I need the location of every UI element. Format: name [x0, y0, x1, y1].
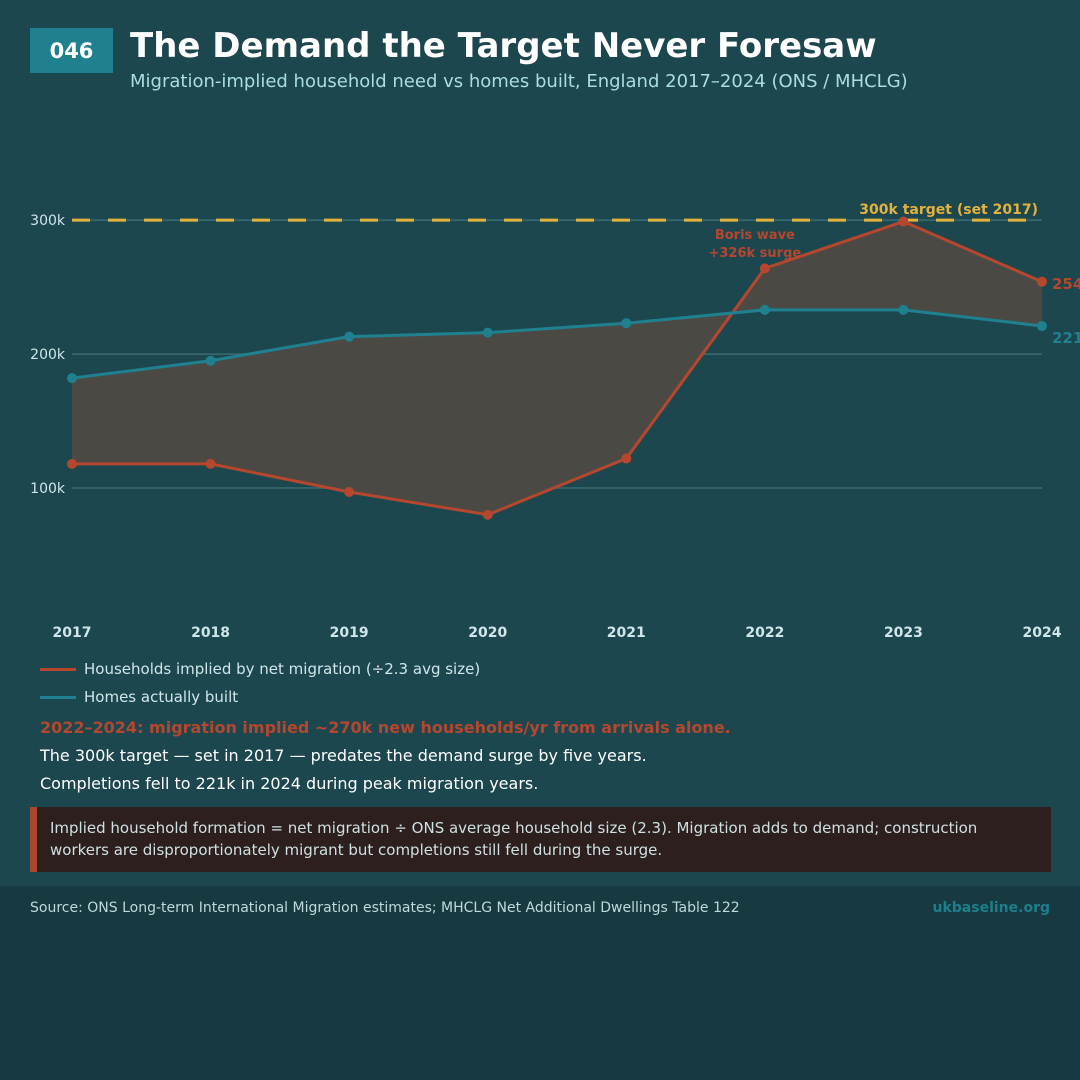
summary-lead: 2022–2024: migration implied ~270k new h…	[40, 718, 731, 737]
data-point-migration	[621, 453, 632, 464]
footer: Source: ONS Long-term International Migr…	[0, 886, 1080, 1080]
page-title: The Demand the Target Never Foresaw	[130, 26, 877, 66]
data-point-migration	[898, 216, 909, 227]
end-label-built: 221	[1052, 329, 1080, 347]
target-label: 300k target (set 2017)	[859, 202, 1038, 218]
series-line-built	[71, 308, 1043, 380]
site-link[interactable]: ukbaseline.org	[932, 900, 1051, 916]
data-point-migration	[67, 458, 77, 469]
gap-area	[72, 221, 1042, 515]
legend-item-built: Homes actually built	[40, 683, 480, 711]
x-tick-label: 2020	[468, 625, 507, 641]
x-tick-label: 2022	[745, 625, 784, 641]
data-point-migration	[344, 486, 355, 497]
methodology-note: Implied household formation = net migrat…	[30, 807, 1051, 872]
x-tick-label: 2021	[607, 625, 646, 641]
legend-item-migration: Households implied by net migration (÷2.…	[40, 655, 480, 683]
data-point-built	[898, 304, 909, 315]
y-tick-label: 300k	[30, 213, 66, 229]
x-tick-label: 2017	[53, 625, 92, 641]
annotation-text: Boris wave	[715, 228, 795, 243]
legend-label-built: Homes actually built	[84, 688, 239, 706]
data-point-built	[205, 355, 216, 366]
end-label-migration: 254	[1052, 275, 1080, 293]
page-subtitle: Migration-implied household need vs home…	[130, 71, 908, 92]
data-point-built	[621, 318, 632, 329]
data-point-migration	[482, 509, 493, 520]
x-tick-label: 2023	[884, 625, 923, 641]
data-point-built	[759, 304, 770, 315]
x-tick-label: 2019	[330, 625, 369, 641]
x-tick-label: 2024	[1023, 625, 1062, 641]
data-point-migration	[205, 458, 216, 469]
series-line-migration	[72, 219, 1043, 517]
chart-legend: Households implied by net migration (÷2.…	[40, 655, 480, 711]
data-point-built	[1037, 320, 1047, 331]
line-chart: 100k 200k 300k 300k target (set 2017) 254 221…	[30, 202, 1080, 641]
x-tick-label: 2018	[191, 625, 230, 641]
data-point-built	[344, 331, 355, 342]
source-text: Source: ONS Long-term International Migr…	[30, 900, 740, 916]
y-tick-label: 100k	[30, 481, 66, 497]
data-point-built	[67, 373, 77, 384]
legend-label-migration: Households implied by net migration (÷2.…	[84, 660, 481, 678]
summary-line-1: The 300k target — set in 2017 — predates…	[40, 746, 647, 765]
summary-line-2: Completions fell to 221k in 2024 during …	[40, 774, 539, 793]
annotation-text: +326k surge	[708, 246, 801, 261]
legend-swatch-built	[40, 695, 76, 699]
legend-swatch-migration	[40, 667, 76, 671]
y-tick-label: 200k	[30, 347, 66, 363]
data-point-built	[482, 327, 493, 338]
issue-badge: 046	[30, 28, 113, 73]
data-point-migration	[1037, 276, 1047, 287]
data-point-migration	[759, 263, 770, 274]
